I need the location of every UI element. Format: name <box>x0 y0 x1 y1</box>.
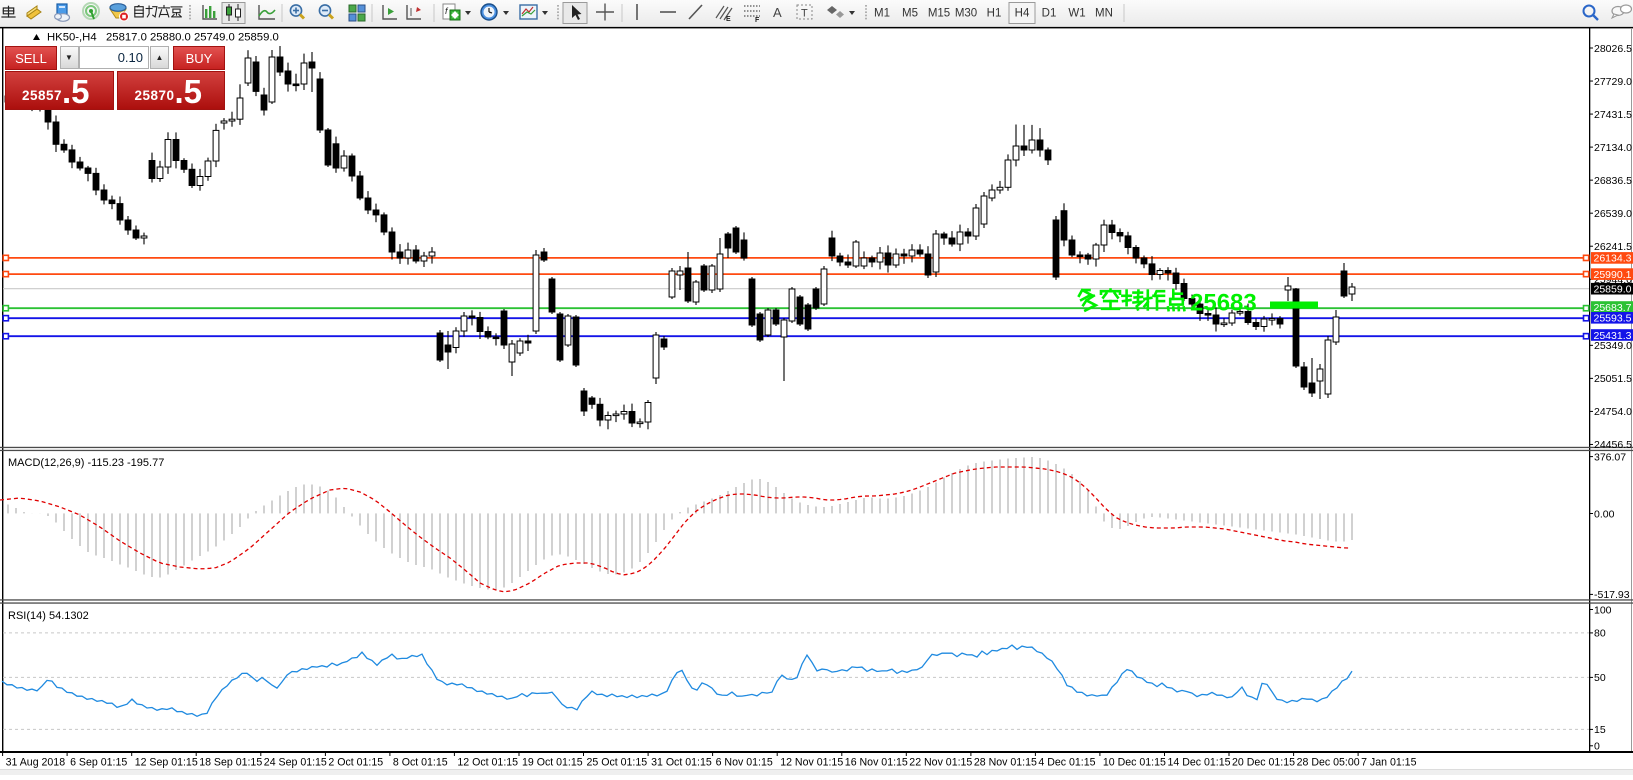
svg-text:22 Nov 01:15: 22 Nov 01:15 <box>909 757 972 769</box>
svg-text:50: 50 <box>1594 672 1606 684</box>
svg-text:25 Oct 01:15: 25 Oct 01:15 <box>587 757 648 769</box>
svg-text:M1: M1 <box>874 8 890 20</box>
svg-text:MN: MN <box>1095 8 1113 20</box>
svg-text:28 Nov 01:15: 28 Nov 01:15 <box>974 757 1037 769</box>
svg-text:31 Aug 2018: 31 Aug 2018 <box>6 757 66 769</box>
svg-text:28 Dec 05:00: 28 Dec 05:00 <box>1297 757 1360 769</box>
svg-text:100: 100 <box>1594 604 1612 616</box>
svg-text:M15: M15 <box>928 8 950 20</box>
svg-text:12 Sep 01:15: 12 Sep 01:15 <box>135 757 198 769</box>
svg-text:0.00: 0.00 <box>1594 508 1615 520</box>
svg-text:26241.5: 26241.5 <box>1594 241 1632 253</box>
svg-text:D1: D1 <box>1042 8 1057 20</box>
svg-text:15: 15 <box>1594 724 1606 736</box>
svg-text:0: 0 <box>1594 741 1600 753</box>
svg-text:14 Dec 01:15: 14 Dec 01:15 <box>1168 757 1231 769</box>
svg-text:H1: H1 <box>987 8 1002 20</box>
svg-text:MACD(12,26,9) -115.23 -195.77: MACD(12,26,9) -115.23 -195.77 <box>8 457 164 469</box>
svg-text:27431.5: 27431.5 <box>1594 109 1632 121</box>
svg-text:19 Oct 01:15: 19 Oct 01:15 <box>522 757 583 769</box>
svg-text:6 Sep 01:15: 6 Sep 01:15 <box>70 757 127 769</box>
svg-text:27134.0: 27134.0 <box>1594 142 1632 154</box>
svg-text:F: F <box>755 17 760 24</box>
svg-text:25593.5: 25593.5 <box>1594 313 1632 325</box>
svg-text:E: E <box>726 16 731 23</box>
svg-text:28026.5: 28026.5 <box>1594 43 1632 55</box>
svg-text:f: f <box>445 6 449 16</box>
svg-text:25683.7: 25683.7 <box>1594 302 1632 314</box>
svg-text:4 Dec 01:15: 4 Dec 01:15 <box>1038 757 1095 769</box>
svg-text:25431.3: 25431.3 <box>1594 330 1632 342</box>
svg-text:HK50-,H4 25817.0 25880.0 257: HK50-,H4 25817.0 25880.0 25749.0 25859.0 <box>47 32 279 44</box>
svg-text:24456.5: 24456.5 <box>1594 439 1632 451</box>
svg-text:12 Nov 01:15: 12 Nov 01:15 <box>780 757 843 769</box>
svg-text:20 Dec 01:15: 20 Dec 01:15 <box>1232 757 1295 769</box>
svg-text:8 Oct 01:15: 8 Oct 01:15 <box>393 757 448 769</box>
svg-text:M30: M30 <box>955 8 977 20</box>
svg-text:25349.0: 25349.0 <box>1594 340 1632 352</box>
svg-text:7 Jan 01:15: 7 Jan 01:15 <box>1361 757 1416 769</box>
svg-text:31 Oct 01:15: 31 Oct 01:15 <box>651 757 712 769</box>
svg-text:26836.5: 26836.5 <box>1594 175 1632 187</box>
svg-text:T: T <box>801 8 808 20</box>
svg-text:18 Sep 01:15: 18 Sep 01:15 <box>199 757 262 769</box>
svg-text:H4: H4 <box>1015 8 1030 20</box>
svg-text:27729.0: 27729.0 <box>1594 76 1632 88</box>
svg-text:M5: M5 <box>902 8 918 20</box>
svg-text:25051.5: 25051.5 <box>1594 373 1632 385</box>
svg-text:26134.3: 26134.3 <box>1594 253 1632 265</box>
svg-text:A: A <box>773 5 782 20</box>
svg-text:6 Nov 01:15: 6 Nov 01:15 <box>716 757 773 769</box>
svg-text:12 Oct 01:15: 12 Oct 01:15 <box>457 757 518 769</box>
svg-text:RSI(14) 54.1302: RSI(14) 54.1302 <box>8 610 89 622</box>
svg-text:24754.0: 24754.0 <box>1594 406 1632 418</box>
svg-text:376.07: 376.07 <box>1594 451 1626 463</box>
svg-text:-517.93: -517.93 <box>1594 589 1630 601</box>
svg-text:26539.0: 26539.0 <box>1594 208 1632 220</box>
svg-text:W1: W1 <box>1068 8 1085 20</box>
svg-text:80: 80 <box>1594 628 1606 640</box>
svg-text:25859.0: 25859.0 <box>1594 284 1632 296</box>
svg-text:24 Sep 01:15: 24 Sep 01:15 <box>264 757 327 769</box>
svg-text:2 Oct 01:15: 2 Oct 01:15 <box>328 757 383 769</box>
svg-text:16 Nov 01:15: 16 Nov 01:15 <box>845 757 908 769</box>
svg-text:10 Dec 01:15: 10 Dec 01:15 <box>1103 757 1166 769</box>
svg-text:25990.1: 25990.1 <box>1594 269 1632 281</box>
svg-text:25683: 25683 <box>1190 290 1257 317</box>
